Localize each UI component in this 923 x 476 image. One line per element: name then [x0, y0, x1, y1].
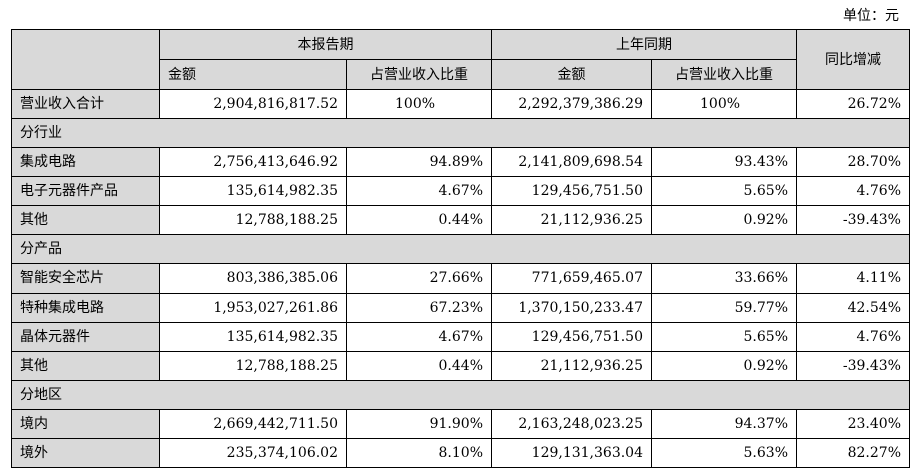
- current-amount: 1,953,027,261.86: [159, 292, 347, 323]
- total-revenue-row: 营业收入合计 2,904,816,817.52 100% 2,292,379,3…: [11, 89, 910, 120]
- prior-share: 33.66%: [651, 263, 797, 294]
- table-row: 其他 12,788,188.25 0.44% 21,112,936.25 0.9…: [11, 205, 910, 236]
- prior-amount: 129,131,363.04: [491, 437, 652, 469]
- prior-amount: 21,112,936.25: [491, 205, 652, 236]
- prior-amount: 771,659,465.07: [491, 263, 652, 294]
- current-share: 100%: [346, 89, 492, 120]
- header-current-amount: 金额: [159, 59, 347, 91]
- row-label: 集成电路: [11, 147, 160, 178]
- prior-share: 0.92%: [651, 205, 797, 236]
- header-prior-period: 上年同期: [491, 28, 797, 61]
- header-row-1: 本报告期 上年同期 同比增减: [11, 28, 910, 91]
- table-row: 其他 12,788,188.25 0.44% 21,112,936.25 0.9…: [11, 350, 910, 381]
- table-row: 特种集成电路 1,953,027,261.86 67.23% 1,370,150…: [11, 292, 910, 323]
- yoy-change: 4.76%: [796, 321, 910, 352]
- current-amount: 12,788,188.25: [159, 350, 347, 381]
- prior-amount: 1,370,150,233.47: [491, 292, 652, 323]
- section-row-industry: 分行业: [11, 118, 910, 149]
- table-row: 境外 235,374,106.02 8.10% 129,131,363.04 5…: [11, 437, 910, 469]
- section-label: 分地区: [11, 379, 910, 410]
- current-amount: 2,756,413,646.92: [159, 147, 347, 178]
- current-amount: 235,374,106.02: [159, 437, 347, 469]
- prior-amount: 2,292,379,386.29: [491, 89, 652, 120]
- table-row: 智能安全芯片 803,386,385.06 27.66% 771,659,465…: [11, 263, 910, 294]
- yoy-change: -39.43%: [796, 350, 910, 381]
- current-share: 0.44%: [346, 350, 492, 381]
- unit-label: 单位：元: [843, 8, 899, 24]
- prior-share: 0.92%: [651, 350, 797, 381]
- section-row-region: 分地区: [11, 379, 910, 410]
- prior-share: 59.77%: [651, 292, 797, 323]
- prior-amount: 129,456,751.50: [491, 321, 652, 352]
- section-label: 分行业: [11, 118, 910, 149]
- table-row: 集成电路 2,756,413,646.92 94.89% 2,141,809,6…: [11, 147, 910, 178]
- current-share: 91.90%: [346, 408, 492, 439]
- yoy-change: 23.40%: [796, 408, 910, 439]
- header-corner-cell: [11, 28, 160, 91]
- current-share: 67.23%: [346, 292, 492, 323]
- header-row-2: 金额 占营业收入比重 金额 占营业收入比重: [12, 59, 910, 91]
- yoy-change: 26.72%: [796, 89, 910, 120]
- header-prior-share: 占营业收入比重: [651, 59, 797, 91]
- revenue-breakdown-table: 本报告期 上年同期 同比增减 金额 占营业收入比重 金额 占营业收入比重 营业收…: [11, 28, 910, 469]
- current-share: 27.66%: [346, 263, 492, 294]
- row-label: 智能安全芯片: [11, 263, 160, 294]
- current-share: 4.67%: [346, 176, 492, 207]
- current-amount: 803,386,385.06: [159, 263, 347, 294]
- prior-amount: 129,456,751.50: [491, 176, 652, 207]
- current-share: 94.89%: [346, 147, 492, 178]
- prior-share: 94.37%: [651, 408, 797, 439]
- prior-share: 5.65%: [651, 321, 797, 352]
- current-share: 0.44%: [346, 205, 492, 236]
- row-label: 营业收入合计: [11, 89, 160, 120]
- table-row: 境内 2,669,442,711.50 91.90% 2,163,248,023…: [11, 408, 910, 439]
- yoy-change: -39.43%: [796, 205, 910, 236]
- row-label: 电子元器件产品: [11, 176, 160, 207]
- yoy-change: 4.76%: [796, 176, 910, 207]
- row-label: 特种集成电路: [11, 292, 160, 323]
- prior-amount: 2,163,248,023.25: [491, 408, 652, 439]
- row-label: 其他: [11, 205, 160, 236]
- current-amount: 135,614,982.35: [159, 321, 347, 352]
- current-share: 4.67%: [346, 321, 492, 352]
- row-label: 其他: [11, 350, 160, 381]
- prior-share: 100%: [651, 89, 797, 120]
- prior-share: 5.63%: [651, 437, 797, 469]
- header-yoy-change: 同比增减: [796, 28, 910, 91]
- current-amount: 12,788,188.25: [159, 205, 347, 236]
- table-row: 电子元器件产品 135,614,982.35 4.67% 129,456,751…: [11, 176, 910, 207]
- prior-share: 93.43%: [651, 147, 797, 178]
- yoy-change: 42.54%: [796, 292, 910, 323]
- row-label: 境内: [11, 408, 160, 439]
- header-prior-amount: 金额: [491, 59, 652, 91]
- section-label: 分产品: [11, 234, 910, 265]
- prior-share: 5.65%: [651, 176, 797, 207]
- current-amount: 2,669,442,711.50: [159, 408, 347, 439]
- header-current-period: 本报告期: [159, 28, 492, 61]
- prior-amount: 2,141,809,698.54: [491, 147, 652, 178]
- current-share: 8.10%: [346, 437, 492, 469]
- yoy-change: 28.70%: [796, 147, 910, 178]
- prior-amount: 21,112,936.25: [491, 350, 652, 381]
- row-label: 晶体元器件: [11, 321, 160, 352]
- yoy-change: 4.11%: [796, 263, 910, 294]
- row-label: 境外: [11, 437, 160, 469]
- section-row-product: 分产品: [11, 234, 910, 265]
- yoy-change: 82.27%: [796, 437, 910, 469]
- table-row: 晶体元器件 135,614,982.35 4.67% 129,456,751.5…: [11, 321, 910, 352]
- header-current-share: 占营业收入比重: [346, 59, 492, 91]
- current-amount: 2,904,816,817.52: [159, 89, 347, 120]
- current-amount: 135,614,982.35: [159, 176, 347, 207]
